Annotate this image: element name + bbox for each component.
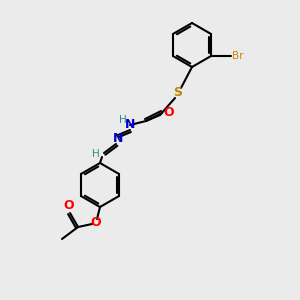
Text: N: N xyxy=(113,133,123,146)
Text: Br: Br xyxy=(232,51,244,61)
Text: O: O xyxy=(64,199,74,212)
Text: N: N xyxy=(125,118,135,131)
Text: H: H xyxy=(119,115,127,125)
Text: S: S xyxy=(173,86,182,100)
Text: O: O xyxy=(91,217,101,230)
Text: O: O xyxy=(163,106,174,119)
Text: H: H xyxy=(92,149,100,159)
